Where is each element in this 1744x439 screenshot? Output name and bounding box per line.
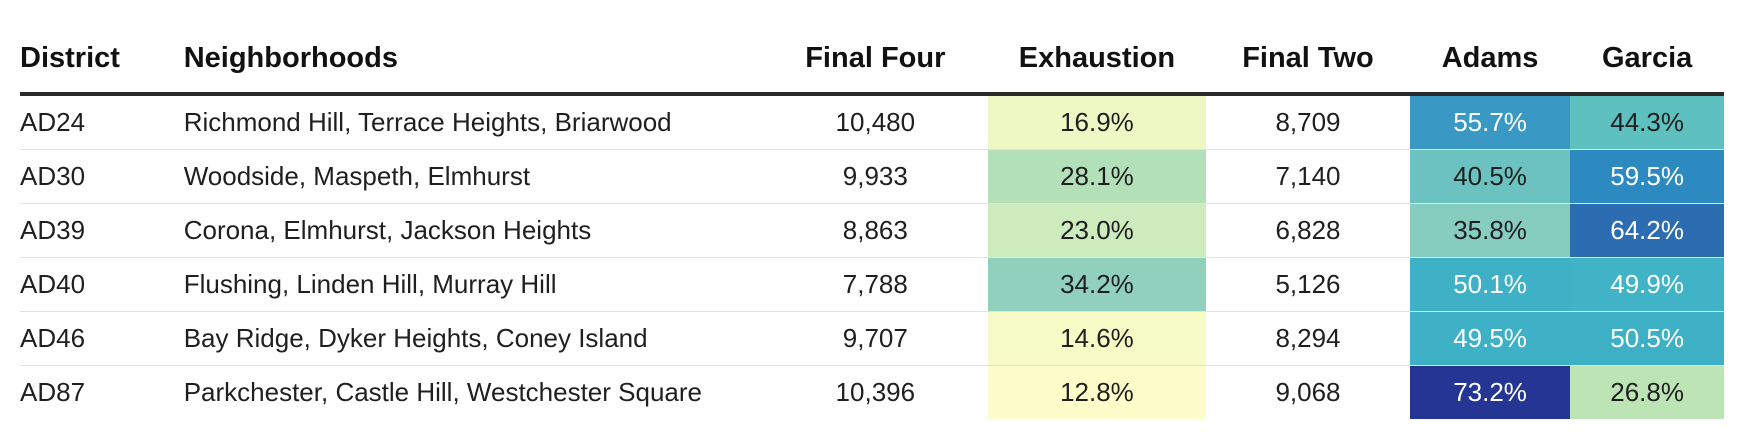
cell-adams: 49.5% — [1409, 311, 1571, 366]
cell-garcia: 44.3% — [1570, 94, 1724, 150]
cell-garcia: 49.9% — [1570, 257, 1724, 312]
col-header-neighborhoods: Neighborhoods — [183, 41, 398, 74]
cell-district: AD46 — [20, 311, 184, 366]
table-body: AD24 Richmond Hill, Terrace Heights, Bria… — [20, 94, 1724, 419]
cell-final-four: 10,480 — [762, 94, 988, 150]
cell-final-four: 8,863 — [762, 203, 988, 258]
cell-final-four: 9,933 — [762, 149, 988, 204]
cell-final-two: 9,068 — [1275, 377, 1341, 407]
col-header-district: District — [20, 41, 120, 74]
cell-final-two: 8,294 — [1206, 311, 1410, 366]
cell-adams: 35.8% — [1409, 203, 1571, 258]
cell-garcia: 50.5% — [1570, 311, 1724, 366]
cell-district: AD30 — [20, 149, 184, 204]
col-header-garcia: Garcia — [1601, 41, 1693, 74]
cell-district: AD87 — [20, 377, 86, 407]
table-row: AD39 Corona, Elmhurst, Jackson Heights 8,8… — [20, 203, 1724, 258]
cell-exhaustion: 34.2% — [987, 257, 1207, 312]
cell-exhaustion: 12.8% — [987, 365, 1207, 419]
cell-adams: 40.5% — [1409, 149, 1571, 204]
cell-final-four: 10,396 — [835, 377, 916, 407]
table-row: AD24 Richmond Hill, Terrace Heights, Bria… — [20, 94, 1724, 150]
table-row: AD40 Flushing, Linden Hill, Murray Hill 7,… — [20, 257, 1724, 312]
cell-final-four: 9,707 — [762, 311, 988, 366]
cell-neighborhoods: Richmond Hill, Terrace Heights, Briarwoo… — [183, 94, 763, 150]
header-row: District Neighborhoods Final Four Exhaus… — [20, 24, 1724, 94]
cell-neighborhoods: Bay Ridge, Dyker Heights, Coney Island — [183, 311, 763, 366]
cell-final-four: 7,788 — [762, 257, 988, 312]
cell-district: AD39 — [20, 203, 184, 258]
col-header-final-two: Final Two — [1242, 41, 1374, 74]
cell-neighborhoods: Corona, Elmhurst, Jackson Heights — [183, 203, 763, 258]
cell-neighborhoods: Flushing, Linden Hill, Murray Hill — [183, 257, 763, 312]
cell-neighborhoods: Parkchester, Castle Hill, Westchester Sq… — [183, 377, 702, 407]
cell-exhaustion: 14.6% — [987, 311, 1207, 366]
cell-exhaustion: 28.1% — [987, 149, 1207, 204]
table-row: AD30 Woodside, Maspeth, Elmhurst 9,933 28.1… — [20, 149, 1724, 204]
cell-final-two: 7,140 — [1206, 149, 1410, 204]
cell-neighborhoods: Woodside, Maspeth, Elmhurst — [183, 149, 763, 204]
col-header-final-four: Final Four — [805, 41, 946, 74]
col-header-adams: Adams — [1441, 41, 1539, 74]
cell-adams: 73.2% — [1409, 365, 1571, 419]
cell-final-two: 8,709 — [1206, 94, 1410, 150]
results-table: District Neighborhoods Final Four Exhaus… — [20, 24, 1724, 419]
cell-final-two: 6,828 — [1206, 203, 1410, 258]
cell-adams: 55.7% — [1409, 94, 1571, 150]
cell-garcia: 59.5% — [1570, 149, 1724, 204]
cell-district: AD24 — [20, 94, 184, 150]
table-row: AD46 Bay Ridge, Dyker Heights, Coney Isla… — [20, 311, 1724, 366]
cell-garcia: 26.8% — [1570, 365, 1724, 419]
cell-exhaustion: 16.9% — [987, 94, 1207, 150]
col-header-exhaustion: Exhaustion — [1018, 41, 1176, 74]
table-row: AD87 Parkchester, Castle Hill, Westcheste… — [20, 365, 1724, 419]
cell-adams: 50.1% — [1409, 257, 1571, 312]
cell-final-two: 5,126 — [1206, 257, 1410, 312]
cell-exhaustion: 23.0% — [987, 203, 1207, 258]
cell-garcia: 64.2% — [1570, 203, 1724, 258]
cell-district: AD40 — [20, 257, 184, 312]
